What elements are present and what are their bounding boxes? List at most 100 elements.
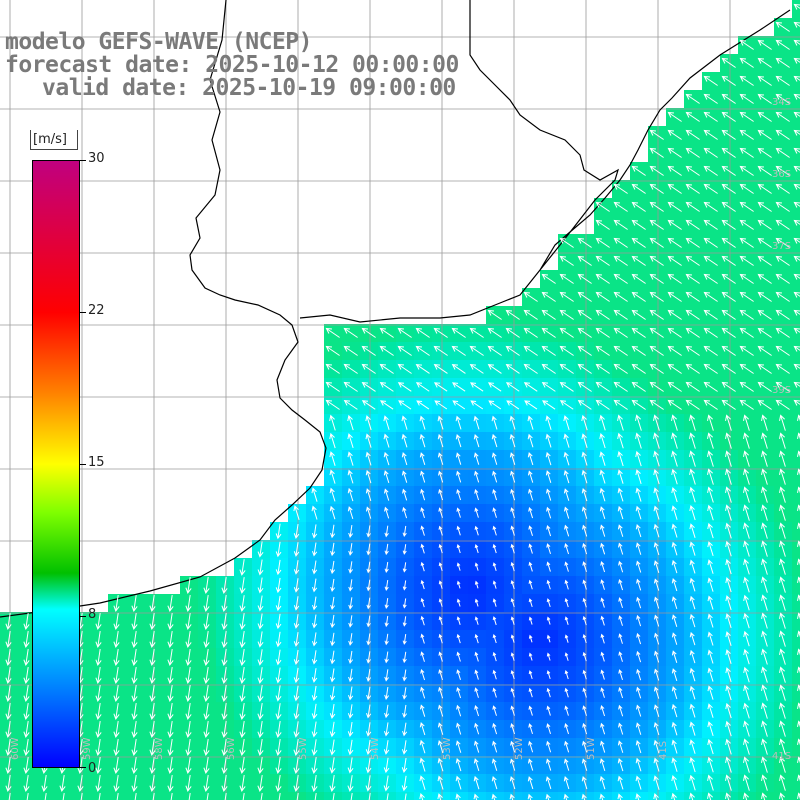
wind-arrow [224,793,227,800]
wind-arrow [725,522,732,539]
wind-arrow [469,327,484,338]
wind-arrow [365,488,372,501]
wind-speed-cell [792,558,800,577]
colorbar-tick-mark [80,160,86,161]
wind-arrow [635,740,642,754]
wind-arrow [797,612,800,620]
wind-arrow [775,255,790,266]
wind-arrow [492,543,497,554]
wind-arrow [797,756,800,764]
wind-arrow [95,739,102,756]
wind-arrow [559,381,574,392]
wind-arrow [221,595,228,612]
wind-arrow [397,327,412,338]
wind-arrow [505,309,520,320]
wind-arrow [793,381,800,388]
wind-arrow [149,613,156,630]
wind-arrow [595,381,610,392]
wind-speed-cell [792,414,800,433]
wind-arrow [347,506,354,520]
wind-arrow [23,721,30,738]
wind-arrow [509,433,516,448]
wind-arrow [757,363,772,374]
wind-arrow [739,111,754,122]
wind-arrow [631,345,646,356]
wind-arrow [599,506,606,520]
wind-arrow [793,201,800,208]
wind-arrow [761,720,768,737]
wind-arrow [23,775,30,792]
wind-speed-cell [792,630,800,649]
wind-arrow [725,432,732,449]
wind-arrow [564,616,569,625]
wind-arrow [348,615,353,628]
wind-arrow [113,685,120,702]
wind-arrow [366,669,372,682]
wind-arrow [528,525,533,536]
wind-arrow [510,580,515,590]
wind-arrow [113,649,120,666]
longitude-label: 54W [370,737,381,760]
wind-arrow [239,559,246,576]
wind-arrow [397,382,412,392]
wind-arrow [703,309,718,320]
wind-arrow [671,414,678,431]
wind-arrow [689,523,696,538]
wind-arrow [721,165,736,176]
wind-arrow [311,721,318,738]
wind-arrow [257,775,264,792]
wind-arrow [221,577,228,594]
wind-arrow [703,291,718,302]
wind-arrow [581,775,588,790]
wind-arrow [451,364,466,374]
wind-arrow [366,543,371,556]
wind-arrow [743,684,750,701]
wind-arrow [41,775,48,792]
wind-arrow [113,613,120,630]
wind-arrow [131,757,138,774]
wind-arrow [474,470,480,483]
wind-arrow [761,648,768,665]
wind-arrow [721,93,736,104]
wind-speed-cell [792,108,800,127]
wind-arrow [689,703,696,718]
wind-arrow [257,757,264,774]
wind-arrow [474,651,479,662]
wind-arrow [456,580,461,589]
wind-arrow [397,345,412,356]
wind-arrow [739,273,754,284]
wind-arrow [311,542,318,557]
wind-arrow [618,560,624,573]
wind-arrow [617,414,624,431]
wind-arrow [487,345,502,356]
wind-arrow [23,685,30,702]
wind-arrow [649,273,664,284]
wind-arrow [739,147,754,158]
wind-arrow [721,237,736,248]
wind-arrow [761,792,768,800]
wind-arrow [689,721,696,736]
wind-arrow [743,738,750,755]
wind-arrow [546,723,551,735]
wind-arrow [797,720,800,728]
wind-arrow [528,598,533,608]
wind-arrow [793,111,800,118]
wind-arrow [383,433,390,448]
wind-arrow [671,541,678,556]
wind-arrow [185,613,192,630]
wind-arrow [761,756,768,773]
colorbar [32,160,80,768]
wind-arrow [509,793,515,800]
wind-arrow [739,327,754,338]
wind-arrow [528,670,533,680]
wind-arrow [528,543,533,554]
wind-arrow [523,345,538,356]
wind-arrow [293,632,300,647]
wind-arrow [636,614,642,627]
wind-arrow [131,613,138,630]
wind-arrow [275,559,282,576]
wind-arrow [743,774,750,791]
wind-arrow [167,685,174,702]
wind-arrow [635,523,642,538]
